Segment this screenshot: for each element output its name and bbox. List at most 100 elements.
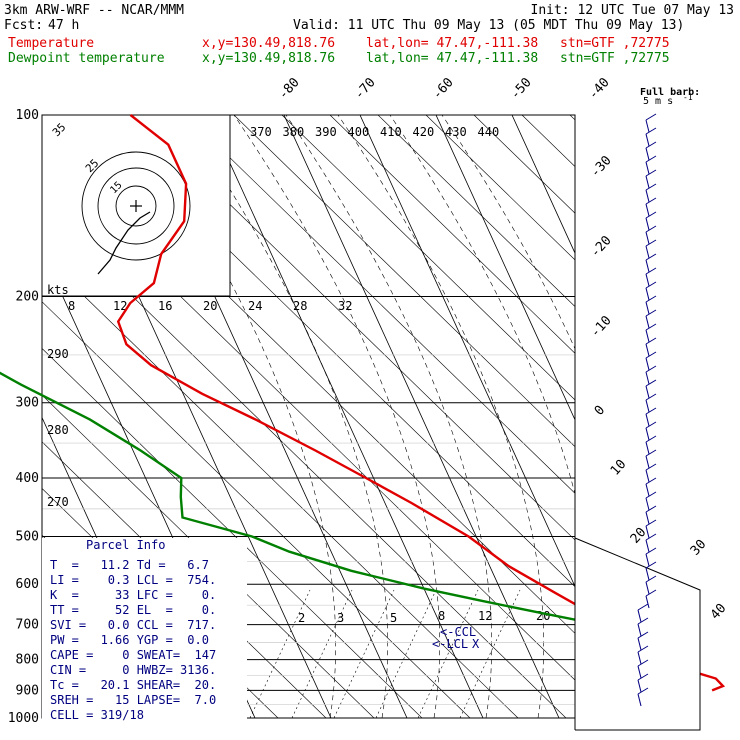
wind-barb-flag xyxy=(645,533,657,541)
wind-barb-flag xyxy=(645,337,657,345)
wind-barb-flag xyxy=(645,393,657,401)
theta-label: 420 xyxy=(413,125,435,139)
wind-barb-shaft xyxy=(645,203,650,217)
mixing-ratio-label: 12 xyxy=(478,609,492,623)
wind-barb-flag xyxy=(645,169,657,177)
theta-label: 290 xyxy=(47,347,69,361)
wind-barb-flag xyxy=(637,687,649,695)
wind-barb-shaft xyxy=(645,539,650,553)
wind-barb-shaft xyxy=(645,595,650,609)
wind-barb-flag xyxy=(645,253,657,261)
parcel-row: CIN = 0 HWBZ= 3136. xyxy=(50,663,217,677)
parcel-info-title: Parcel Info xyxy=(86,538,166,552)
pressure-tick-label: 600 xyxy=(16,577,39,592)
wind-barb-shaft xyxy=(645,399,650,413)
wind-barb-flag xyxy=(645,435,657,443)
speed-tick-label: 16 xyxy=(158,299,172,313)
hodograph-trace xyxy=(97,211,151,275)
mixing-ratio-line xyxy=(459,589,521,718)
wind-barb-flag xyxy=(645,295,657,303)
wind-panel-wedge xyxy=(574,537,701,731)
parcel-row: T = 11.2 Td = 6.7 xyxy=(50,558,209,572)
dewpoint-station: stn=GTF ,72775 xyxy=(560,51,670,66)
speed-tick-label: 24 xyxy=(248,299,262,313)
wind-barb-shaft xyxy=(645,483,650,497)
dry-adiabat-line xyxy=(233,115,575,448)
moist-adiabat-line xyxy=(233,115,440,718)
wind-barb-flag xyxy=(645,225,657,233)
moist-adiabat-line xyxy=(389,115,575,496)
dewpoint-label: Dewpoint temperature xyxy=(8,51,165,66)
wind-barb-flag xyxy=(645,463,657,471)
pressure-tick-label: 100 xyxy=(16,108,39,123)
theta-label: 370 xyxy=(250,125,272,139)
wind-barb-shaft xyxy=(645,511,650,525)
temperature-station: stn=GTF ,72775 xyxy=(560,36,670,51)
valid-time: Valid: 11 UTC Thu 09 May 13 (05 MDT Thu … xyxy=(293,18,685,33)
dewpoint-xy: x,y=130.49,818.76 xyxy=(202,51,336,66)
wind-barb-shaft xyxy=(645,119,650,133)
mixing-ratio-label: 5 xyxy=(390,611,397,625)
mixing-ratio-line xyxy=(375,589,437,718)
wind-barb-key-exponent: -1 xyxy=(683,93,693,102)
temperature-latlon: lat,lon= 47.47,-111.38 xyxy=(366,36,539,51)
wind-barb-shaft xyxy=(645,497,650,511)
theta-label: 380 xyxy=(283,125,305,139)
temperature-label: Temperature xyxy=(8,36,95,51)
wind-barb-flag xyxy=(645,421,657,429)
speed-tick-label: 28 xyxy=(293,299,307,313)
wind-barb-flag xyxy=(645,589,657,597)
temperature-xy: x,y=130.49,818.76 xyxy=(202,36,336,51)
wind-barb-flag xyxy=(645,197,657,205)
wind-barb-shaft xyxy=(645,329,650,343)
wind-barb-shaft xyxy=(645,245,650,259)
wind-barb-shaft xyxy=(645,413,650,427)
wind-barb-flag xyxy=(645,211,657,219)
wind-barb-shaft xyxy=(645,553,650,567)
wind-barb-shaft xyxy=(645,441,650,455)
wind-barb-shaft xyxy=(645,231,650,245)
wind-barb-flag xyxy=(645,351,657,359)
mixing-ratio-label: 8 xyxy=(438,609,445,623)
wind-barb-flag xyxy=(645,113,657,121)
wind-barb-shaft xyxy=(645,371,650,385)
theta-label: 400 xyxy=(348,125,370,139)
speed-tick-label: 20 xyxy=(203,299,217,313)
wind-barb-flag xyxy=(637,645,649,653)
wind-barb-flag xyxy=(645,365,657,373)
wind-barb-shaft xyxy=(645,287,650,301)
isotherm-label: -50 xyxy=(508,75,535,102)
wind-barb-flag xyxy=(645,281,657,289)
wind-barb-flag xyxy=(645,491,657,499)
parcel-row: SVI = 0.0 CCL = 717. xyxy=(50,618,217,632)
speed-tick-label: 12 xyxy=(113,299,127,313)
pressure-tick-label: 200 xyxy=(16,290,39,305)
wind-barb-flag xyxy=(645,183,657,191)
mixing-ratio-label: 20 xyxy=(536,609,550,623)
isotherm-label: 40 xyxy=(708,601,730,623)
hodograph-ring xyxy=(97,167,175,245)
pressure-tick-label: 1000 xyxy=(8,711,39,726)
hodograph-ring xyxy=(115,185,157,227)
wind-barb-shaft xyxy=(645,315,650,329)
theta-label: 280 xyxy=(47,423,69,437)
wind-barb-flag xyxy=(645,407,657,415)
init-time: Init: 12 UTC Tue 07 May 13 xyxy=(530,3,735,18)
wind-barb-shaft xyxy=(645,217,650,231)
wind-barb-shaft xyxy=(645,427,650,441)
wind-barb-shaft xyxy=(645,301,650,315)
wind-barb-shaft xyxy=(637,651,642,665)
wind-barb-shaft xyxy=(637,665,642,679)
mixing-ratio-line xyxy=(417,589,479,718)
wind-barb-shaft xyxy=(645,455,650,469)
wind-barb-shaft xyxy=(645,343,650,357)
parcel-row: CAPE = 0 SWEAT= 147 xyxy=(50,648,217,662)
wind-barb-shaft xyxy=(637,637,642,651)
wind-barb-flag xyxy=(645,547,657,555)
wind-barb-shaft xyxy=(645,259,650,273)
wind-barb-key-units: 5 m s xyxy=(643,96,673,107)
parcel-info-panel: Parcel Info T = 11.2 Td = 6.7 LI = 0.3 L… xyxy=(42,538,247,730)
isotherm-label: 10 xyxy=(608,457,630,479)
model-title: 3km ARW-WRF -- NCAR/MMM xyxy=(4,3,185,18)
